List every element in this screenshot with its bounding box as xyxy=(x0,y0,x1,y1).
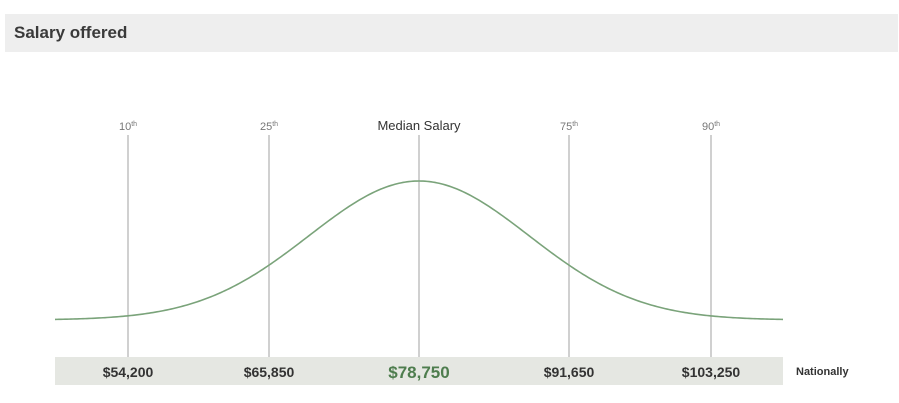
percentile-marker-lines xyxy=(127,135,712,357)
percentile-label-0: 10th xyxy=(119,121,137,133)
section-title: Salary offered xyxy=(14,23,128,42)
percentile-label-3: 75th xyxy=(560,121,578,133)
percentile-label-2: Median Salary xyxy=(377,118,461,133)
percentile-label-1: 25th xyxy=(260,121,278,133)
percentile-value-1: $65,850 xyxy=(244,364,295,380)
percentile-value-4: $103,250 xyxy=(682,364,741,380)
section-header: Salary offered xyxy=(5,14,898,52)
value-band xyxy=(55,357,783,385)
percentile-values: $54,200 $65,850 $78,750 $91,650 $103,250 xyxy=(103,363,741,382)
percentile-value-3: $91,650 xyxy=(544,364,595,380)
percentile-label-4: 90th xyxy=(702,121,720,133)
bell-curve xyxy=(54,180,784,321)
percentile-value-2: $78,750 xyxy=(388,363,449,382)
row-label-nationally: Nationally xyxy=(796,366,849,378)
percentile-labels: 10th 25th Median Salary 75th 90th xyxy=(119,118,720,133)
percentile-value-0: $54,200 xyxy=(103,364,154,380)
